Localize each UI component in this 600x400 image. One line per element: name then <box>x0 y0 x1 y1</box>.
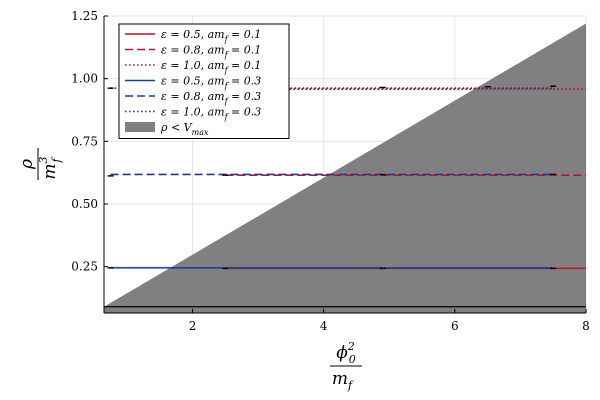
legend-label-4: ε = 0.5, amf = 0.3 <box>161 75 261 91</box>
y-tick-label: 1.25 <box>71 9 98 23</box>
axes <box>103 15 587 314</box>
legend-label-3: ε = 1.0, amf = 0.1 <box>161 59 261 75</box>
legend-label-2: ε = 0.8, amf = 0.1 <box>161 44 261 60</box>
y-tick-label: 0.25 <box>71 260 98 274</box>
x-tick-label: 8 <box>582 319 590 333</box>
y-tick-label: 0.50 <box>71 197 98 211</box>
y-label: ρ m3f <box>17 148 63 180</box>
x-tick-label: 4 <box>320 319 328 333</box>
x-tick-label: 2 <box>189 319 197 333</box>
axis-labels: ϕ2 0 mf ρ m3f <box>17 148 362 392</box>
errorbar-group <box>107 85 557 270</box>
area-rho-less-vmax <box>104 23 586 314</box>
x-tick-label: 6 <box>451 319 459 333</box>
y-label-numerator: ρ <box>17 159 37 170</box>
legend-label-6: ε = 1.0, amf = 0.3 <box>161 106 261 122</box>
tick-labels: 2 4 6 8 0.25 0.50 0.75 1.00 1.25 <box>71 9 590 333</box>
y-label-denominator: m3f <box>37 156 63 179</box>
y-tick-label: 1.00 <box>71 72 98 86</box>
x-label-numerator: ϕ2 0 <box>336 340 356 366</box>
legend-label-area: ρ < Vmax <box>160 121 209 137</box>
x-label-denominator: mf <box>332 369 354 392</box>
legend-label-5: ε = 0.8, amf = 0.3 <box>161 90 261 106</box>
area-region <box>104 23 586 314</box>
y-tick-label: 0.75 <box>71 134 98 148</box>
legend-swatch-area <box>125 122 155 132</box>
legend-label-1: ε = 0.5, amf = 0.1 <box>161 28 261 44</box>
legend: ε = 0.5, amf = 0.1ε = 0.8, amf = 0.1ε = … <box>118 23 290 139</box>
